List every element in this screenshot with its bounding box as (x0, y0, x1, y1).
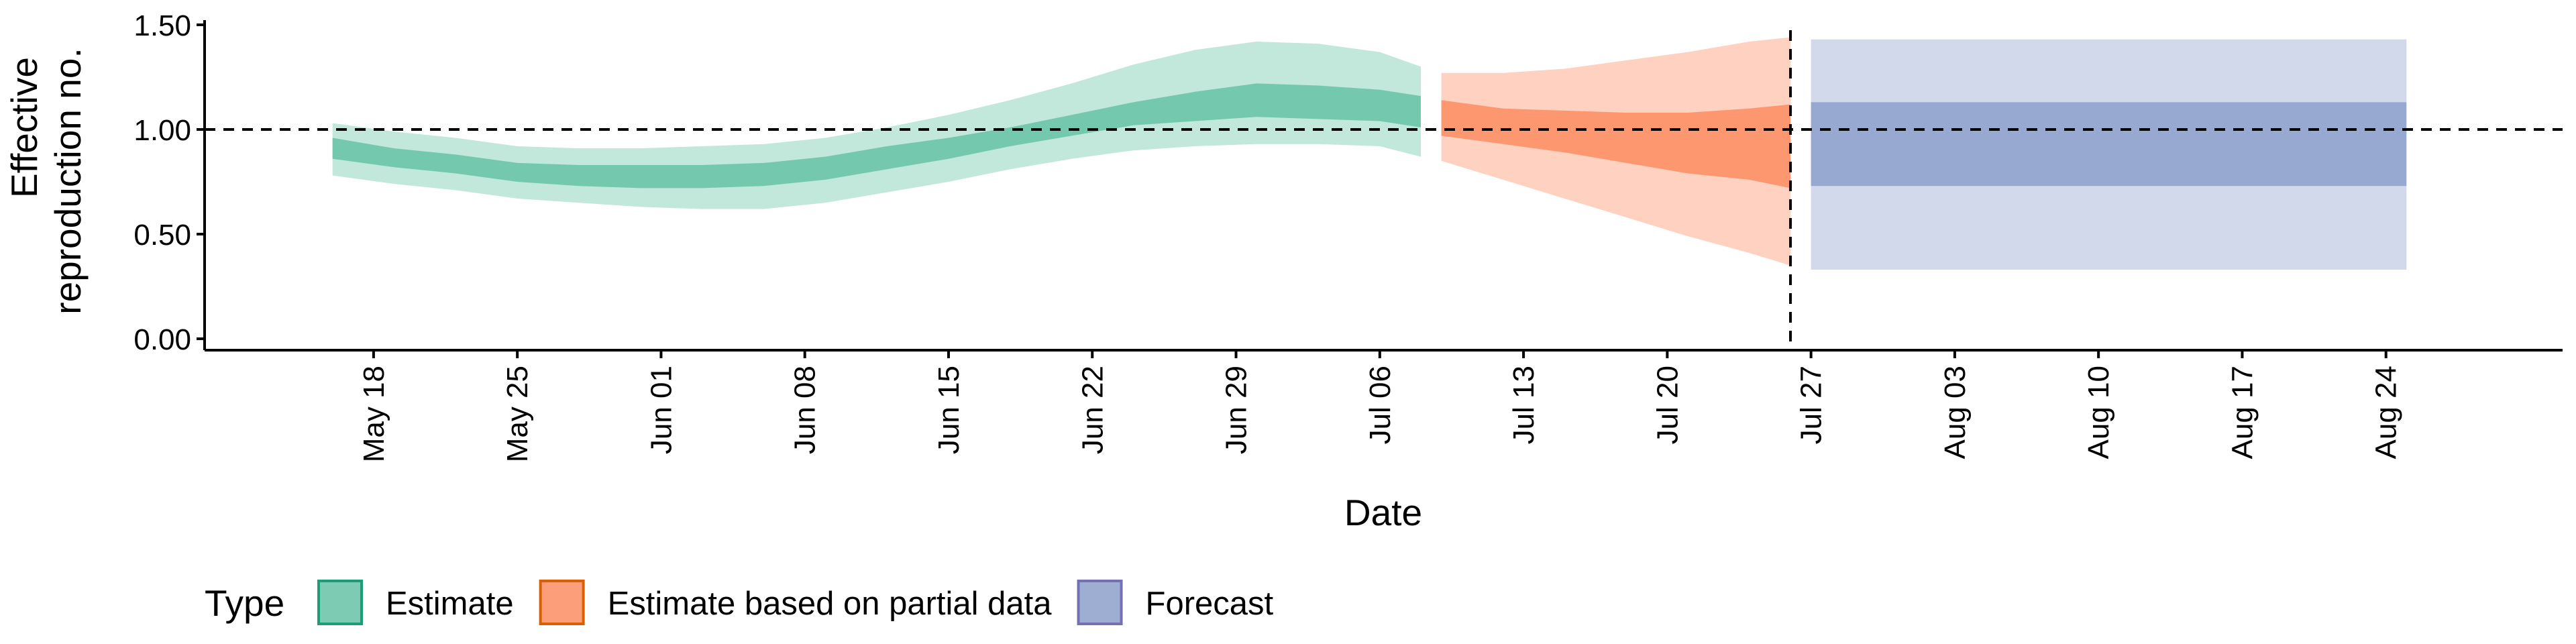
band-90-estimate (332, 42, 1421, 209)
x-tick-label: Jun 29 (1220, 366, 1253, 454)
x-tick-label: Jul 20 (1651, 366, 1684, 444)
x-tick-label: Jul 13 (1507, 366, 1540, 444)
legend-swatch (1077, 580, 1123, 625)
x-tick-label: Jul 06 (1364, 366, 1397, 444)
legend-item-estimate-based-on-partial-data: Estimate based on partial data (539, 580, 1053, 625)
x-tick-label: Jun 01 (645, 366, 678, 454)
x-axis-title: Date (1344, 492, 1422, 533)
band-50-estimate (332, 83, 1421, 189)
band-50-forecast (1811, 102, 2407, 186)
legend-item-forecast: Forecast (1077, 580, 1274, 625)
x-tick-label: May 18 (358, 366, 390, 462)
legend-swatch (317, 580, 363, 625)
x-tick-label: Aug 24 (2370, 366, 2403, 459)
x-tick-label: Aug 03 (1939, 366, 1972, 459)
x-tick-label: Aug 17 (2226, 366, 2259, 459)
series-estimate-based-on-partial-data (1441, 37, 1790, 266)
series-estimate (332, 42, 1421, 209)
legend-title: Type (205, 582, 284, 624)
x-tick-label: Jun 08 (789, 366, 822, 454)
legend: Type Estimate Estimate based on partial da… (205, 580, 1274, 625)
y-axis-title-line-2: reproduction no. (47, 48, 89, 315)
y-tick-label: 0.00 (133, 323, 191, 356)
legend-label: Estimate based on partial data (608, 586, 1053, 622)
legend-swatch (539, 580, 585, 625)
legend-item-estimate: Estimate (317, 580, 514, 625)
x-tick-label: Jun 15 (932, 366, 965, 454)
legend-label: Forecast (1146, 586, 1274, 622)
plot-area (332, 37, 2407, 270)
x-tick-label: Aug 10 (2082, 366, 2115, 459)
band-50-estimate-based-on-partial-data (1441, 100, 1790, 189)
axes: 0.00 0.50 1.00 1.50 May 18 May 25 Jun 01 Jun 08… (133, 9, 2563, 462)
series-forecast (1811, 39, 2407, 270)
x-tick-label: Jul 27 (1795, 366, 1828, 444)
y-tick-label: 1.50 (133, 9, 191, 42)
y-axis-title-line-1: Effective (3, 57, 45, 198)
x-tick-label: Jun 22 (1076, 366, 1109, 454)
legend-label: Estimate (386, 586, 514, 622)
x-tick-label: May 25 (501, 366, 534, 462)
y-tick-label: 0.50 (133, 219, 191, 252)
y-tick-label: 1.00 (133, 114, 191, 147)
